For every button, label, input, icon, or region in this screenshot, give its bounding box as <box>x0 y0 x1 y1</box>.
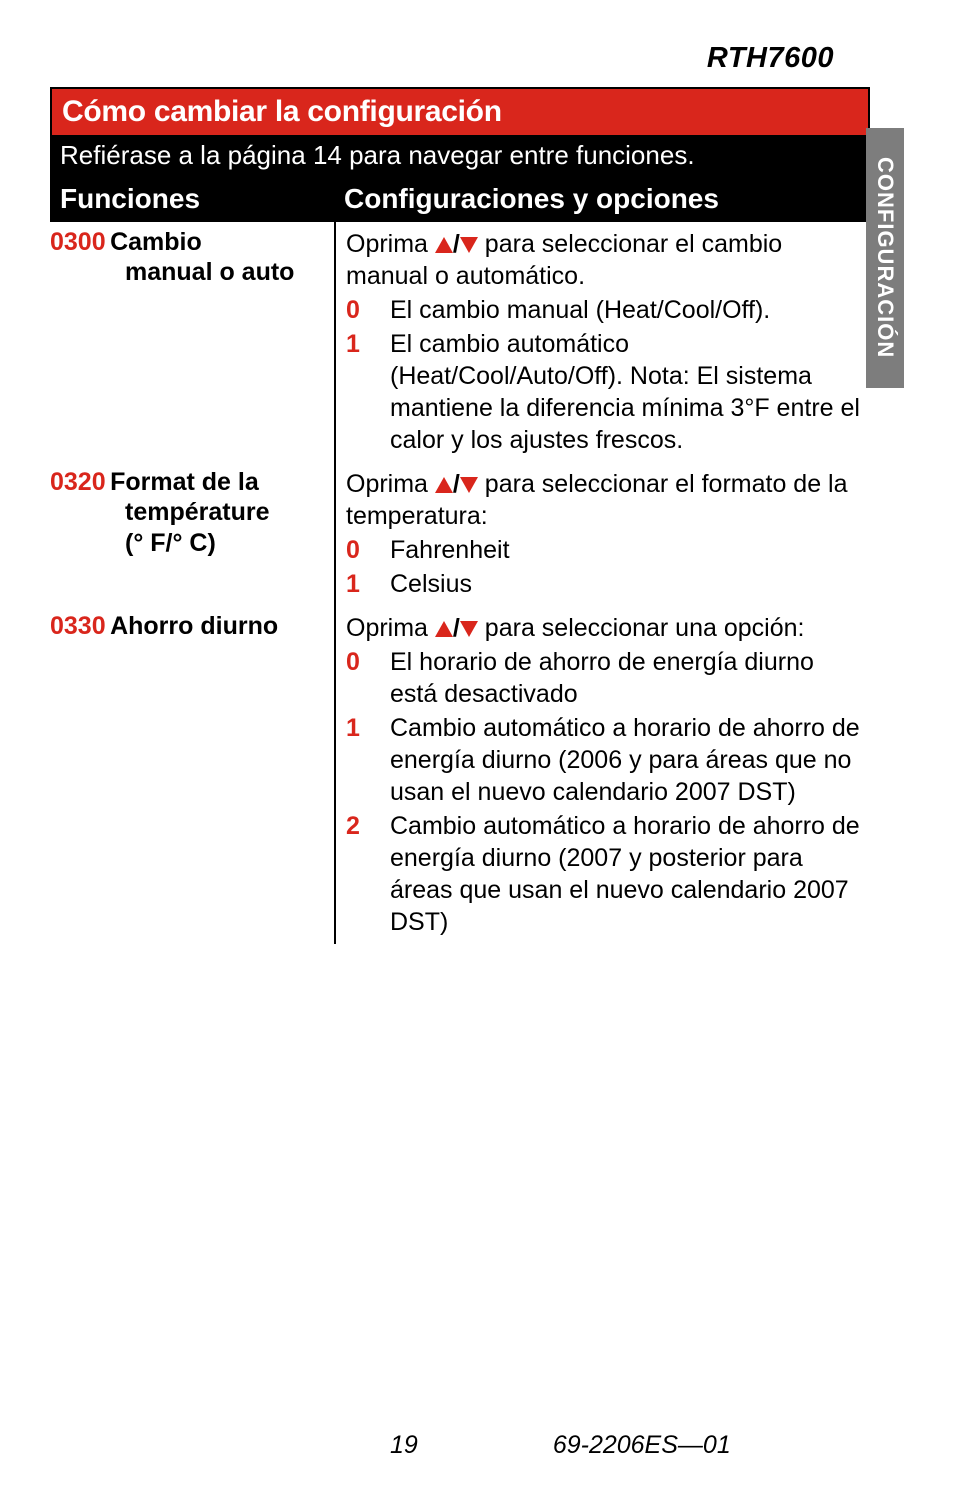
option-number: 1 <box>346 568 390 600</box>
function-desc: Oprima / para seleccionar una opción: 0 … <box>334 606 870 944</box>
intro-pre: Oprima <box>346 230 435 258</box>
function-desc: Oprima / para seleccionar el cambio manu… <box>334 222 870 462</box>
option-number: 2 <box>346 810 390 938</box>
function-name-rest: manual o auto <box>125 257 330 288</box>
subtitle-bar: Refiérase a la página 14 para navegar en… <box>50 135 870 176</box>
option-number: 0 <box>346 646 390 710</box>
page-footer: 19 69-2206ES—01 <box>50 1431 904 1460</box>
down-arrow-icon <box>460 237 478 253</box>
function-name-rest: température (° F/° C) <box>125 497 330 558</box>
function-code: 0300 <box>50 228 106 256</box>
option-row: 2 Cambio automático a horario de ahorro … <box>346 810 866 938</box>
function-code: 0320 <box>50 468 106 496</box>
function-name-first: Ahorro diurno <box>110 612 278 640</box>
intro-post: para seleccionar una opción: <box>478 614 805 642</box>
option-row: 0 Fahrenheit <box>346 534 866 566</box>
option-row: 0 El cambio manual (Heat/Cool/Off). <box>346 294 866 326</box>
option-number: 0 <box>346 534 390 566</box>
side-tab-configuracion: CONFIGURACIÓN <box>866 128 904 388</box>
content-area: Cómo cambiar la configuración Refiérase … <box>50 87 870 944</box>
slash-bold: / <box>453 230 460 258</box>
intro-pre: Oprima <box>346 614 435 642</box>
function-code: 0330 <box>50 612 106 640</box>
option-row: 1 Cambio automático a horario de ahorro … <box>346 712 866 808</box>
title-bar: Cómo cambiar la configuración <box>50 87 870 135</box>
function-desc: Oprima / para seleccionar el formato de … <box>334 462 870 606</box>
up-arrow-icon <box>435 237 453 253</box>
option-number: 1 <box>346 712 390 808</box>
function-row-0330: 0330 Ahorro diurno Oprima / para selecci… <box>50 606 870 944</box>
up-arrow-icon <box>435 477 453 493</box>
document-number: 69-2206ES—01 <box>553 1431 731 1460</box>
option-text: Fahrenheit <box>390 534 866 566</box>
function-row-0300: 0300 Cambio manual o auto Oprima / para … <box>50 222 870 462</box>
header-configuraciones: Configuraciones y opciones <box>334 176 870 222</box>
down-arrow-icon <box>460 621 478 637</box>
function-label: 0330 Ahorro diurno <box>50 606 334 944</box>
model-number: RTH7600 <box>50 42 904 75</box>
option-row: 1 Celsius <box>346 568 866 600</box>
header-funciones: Funciones <box>50 176 334 222</box>
down-arrow-icon <box>460 477 478 493</box>
function-row-0320: 0320 Format de la température (° F/° C) … <box>50 462 870 606</box>
option-text: El cambio automático (Heat/Cool/Auto/Off… <box>390 328 866 456</box>
option-row: 0 El horario de ahorro de energía diurno… <box>346 646 866 710</box>
intro-pre: Oprima <box>346 470 435 498</box>
option-text: El horario de ahorro de energía diurno e… <box>390 646 866 710</box>
option-number: 1 <box>346 328 390 456</box>
up-arrow-icon <box>435 621 453 637</box>
option-text: Celsius <box>390 568 866 600</box>
page: RTH7600 CONFIGURACIÓN Cómo cambiar la co… <box>0 0 954 1500</box>
function-label: 0320 Format de la température (° F/° C) <box>50 462 334 606</box>
option-number: 0 <box>346 294 390 326</box>
function-label: 0300 Cambio manual o auto <box>50 222 334 462</box>
option-text: Cambio automático a horario de ahorro de… <box>390 712 866 808</box>
table-header: Funciones Configuraciones y opciones <box>50 176 870 222</box>
option-text: El cambio manual (Heat/Cool/Off). <box>390 294 866 326</box>
page-number: 19 <box>390 1431 418 1460</box>
option-text: Cambio automático a horario de ahorro de… <box>390 810 866 938</box>
option-row: 1 El cambio automático (Heat/Cool/Auto/O… <box>346 328 866 456</box>
function-name-first: Cambio <box>110 228 202 256</box>
function-name-first: Format de la <box>110 468 259 496</box>
